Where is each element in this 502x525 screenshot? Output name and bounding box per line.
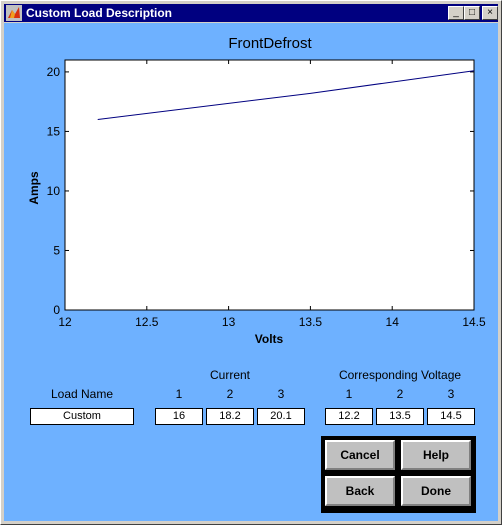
x-tick-label: 12 [58, 315, 72, 329]
button-panel: Cancel Help Back Done [321, 436, 476, 513]
close-icon: × [487, 7, 493, 18]
y-tick-label: 0 [53, 303, 60, 317]
current-label: Current [209, 368, 250, 382]
x-ticks: 12 12.5 13 13.5 14 14.5 [58, 60, 486, 329]
window-title: Custom Load Description [26, 6, 173, 20]
help-button[interactable]: Help [401, 440, 471, 470]
x-tick-label: 13.5 [299, 315, 323, 329]
series-group [97, 70, 475, 121]
x-axis-label: Volts [255, 332, 284, 346]
current-field-1[interactable]: 16 [155, 408, 203, 425]
minimize-button[interactable]: _ [448, 6, 464, 20]
y-ticks: 0 5 10 15 20 [47, 65, 474, 317]
series-line [97, 70, 475, 121]
voltage-col-1: 1 [345, 387, 353, 401]
y-tick-label: 10 [47, 184, 61, 198]
current-col-1: 1 [175, 387, 183, 401]
close-button[interactable]: × [482, 6, 498, 20]
x-tick-label: 14 [386, 315, 400, 329]
voltage-field-1[interactable]: 12.2 [325, 408, 373, 425]
y-tick-label: 20 [47, 65, 61, 79]
x-tick-label: 13 [222, 315, 236, 329]
figure-area: FrontDefrost Volts Amps 12 12.5 13 13.5 14 14… [4, 23, 498, 521]
load-name-field[interactable]: Custom [30, 408, 134, 425]
minimize-icon: _ [453, 7, 459, 18]
done-button[interactable]: Done [401, 476, 471, 506]
current-col-3: 3 [277, 387, 285, 401]
maximize-button[interactable]: □ [464, 6, 480, 20]
matlab-icon [6, 5, 22, 21]
plot-area [64, 59, 475, 311]
x-tick-label: 12.5 [135, 315, 159, 329]
current-field-2[interactable]: 18.2 [206, 408, 254, 425]
voltage-label: Corresponding Voltage [338, 368, 462, 382]
voltage-col-3: 3 [447, 387, 455, 401]
current-col-2: 2 [226, 387, 234, 401]
voltage-field-2[interactable]: 13.5 [376, 408, 424, 425]
back-button[interactable]: Back [325, 476, 395, 506]
load-name-label: Load Name [50, 387, 114, 401]
cancel-button[interactable]: Cancel [325, 440, 395, 470]
line-chart: FrontDefrost Volts Amps 12 12.5 13 13.5 14 14… [27, 35, 486, 346]
y-axis-label: Amps [27, 171, 41, 205]
chart-title: FrontDefrost [228, 35, 312, 52]
current-field-3[interactable]: 20.1 [257, 408, 305, 425]
title-bar[interactable]: Custom Load Description _ □ × [4, 4, 498, 22]
y-tick-label: 5 [53, 243, 60, 257]
y-tick-label: 15 [47, 124, 61, 138]
x-tick-label: 14.5 [462, 315, 486, 329]
maximize-icon: □ [468, 7, 476, 18]
voltage-field-3[interactable]: 14.5 [427, 408, 475, 425]
voltage-col-2: 2 [396, 387, 404, 401]
